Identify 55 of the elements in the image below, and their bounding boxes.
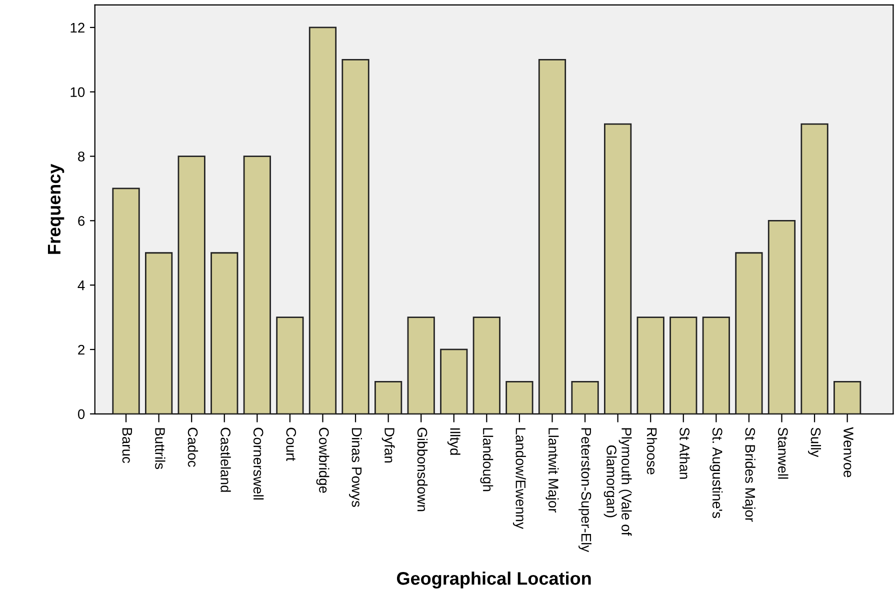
- x-tick-label: Dyfan: [382, 428, 395, 462]
- bar: [374, 380, 402, 414]
- x-tick-label: Court: [286, 428, 296, 461]
- x-tick-label: Plymouth (Vale of Glamorgan): [604, 428, 632, 536]
- x-tick-label: Cornerswell: [253, 428, 264, 500]
- bar: [440, 348, 468, 414]
- x-tick-label: Llantwit Major: [546, 428, 559, 513]
- bar: [308, 26, 337, 414]
- bar: [178, 156, 206, 414]
- bar: [210, 252, 238, 414]
- bar: [702, 316, 730, 414]
- x-tick-label: Buttrils: [155, 428, 166, 470]
- bar: [735, 252, 763, 414]
- bar: [636, 316, 664, 414]
- bar: [112, 188, 140, 414]
- bar: [243, 156, 271, 414]
- x-tick-label: Peterston-Super-Ely: [578, 428, 592, 552]
- bar: [670, 316, 698, 414]
- bar: [506, 380, 534, 414]
- x-tick-label: Rhoose: [646, 428, 658, 474]
- bar: [768, 220, 796, 414]
- x-tick-label: Cowbridge: [316, 428, 330, 493]
- x-tick-label: St Brides Major: [742, 428, 756, 522]
- x-tick-label: Castleland: [220, 428, 231, 492]
- bar: [604, 123, 632, 414]
- x-tick-label: Sully: [808, 428, 821, 458]
- y-tick-label: 4: [78, 280, 85, 290]
- y-tick-label: 6: [78, 216, 85, 226]
- bar: [144, 252, 173, 414]
- bar: [472, 316, 500, 414]
- y-tick-label: 0: [78, 409, 85, 420]
- y-tick-label: 8: [78, 152, 85, 162]
- x-tick-label: Llandough: [480, 428, 494, 492]
- bar: [342, 58, 370, 414]
- x-tick-label: Landow/Ewenny: [512, 428, 526, 529]
- bar: [407, 316, 435, 414]
- x-tick-label: St. Augustine's: [710, 428, 723, 518]
- x-tick-label: Wenvoe: [844, 427, 854, 478]
- x-tick-label: St Athan: [680, 428, 690, 479]
- x-tick-label: Dinas Powys: [349, 428, 362, 507]
- x-axis-title: Geographical Location: [396, 572, 591, 588]
- bar: [834, 380, 862, 414]
- bar: [800, 123, 828, 414]
- x-tick-label: Baruc: [122, 428, 132, 464]
- y-tick-label: 2: [78, 344, 84, 355]
- bar: [571, 380, 599, 414]
- bar: [276, 316, 304, 414]
- y-tick-label: 10: [70, 87, 85, 98]
- x-tick-label: Gibbonsdown: [417, 428, 428, 512]
- bar: [538, 58, 566, 414]
- x-tick-label: Illtyd: [447, 428, 460, 455]
- y-axis-title: Frequency: [48, 164, 64, 254]
- y-tick-label: 12: [70, 22, 84, 32]
- x-tick-label: Stanwell: [778, 428, 788, 479]
- x-tick-label: Cadoc: [188, 428, 198, 467]
